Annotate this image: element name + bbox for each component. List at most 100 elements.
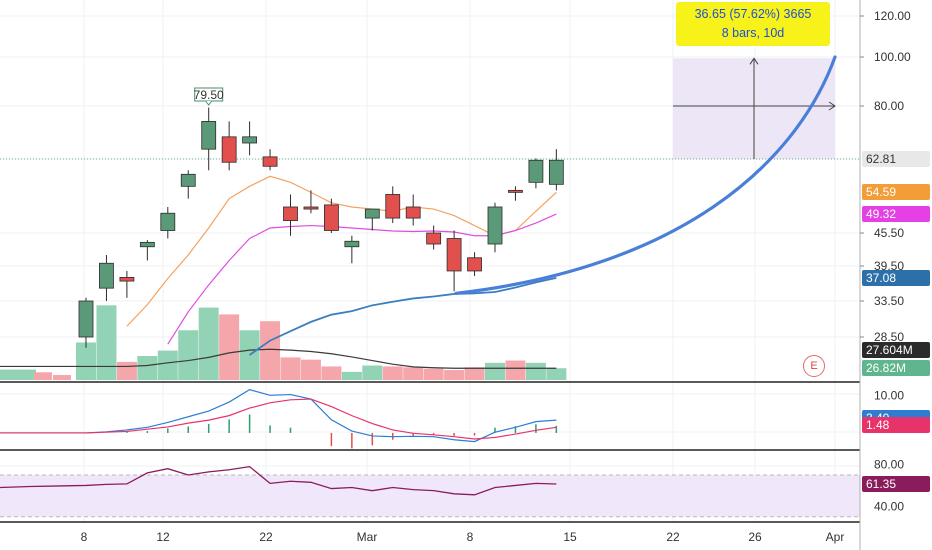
candle-body	[303, 206, 319, 210]
volume-bar	[423, 368, 444, 380]
candle-body	[344, 240, 360, 248]
candle-body	[180, 173, 196, 187]
price-candles	[78, 107, 564, 348]
projection-tool[interactable]	[454, 55, 837, 295]
candle-body	[201, 121, 217, 150]
volume-bar	[505, 360, 526, 380]
volume-bar	[362, 365, 383, 380]
candle-body	[160, 212, 176, 231]
volume-bar	[137, 356, 158, 380]
volume-bar	[260, 321, 281, 380]
price-tag-box	[862, 476, 930, 493]
earnings-event-badge[interactable]: E	[803, 355, 825, 377]
candle-body	[242, 136, 258, 144]
high-label-text: 79.50	[194, 88, 224, 102]
candle-body	[467, 257, 482, 272]
volume-bar	[0, 369, 36, 380]
volume-bar	[53, 375, 71, 380]
candle-body	[262, 156, 278, 167]
price-tick-label: 45.50	[874, 226, 904, 240]
price-tick-label: 28.50	[874, 330, 904, 344]
price-tag-box	[862, 184, 930, 200]
ma-orange-line	[126, 175, 557, 327]
time-tick-label: 8	[467, 530, 474, 544]
price-tags: 62.8154.5949.3237.0827.604M26.82M3.401.4…	[862, 151, 930, 493]
time-tick-label: Apr	[826, 530, 845, 544]
price-tag-label: 27.604M	[866, 343, 913, 357]
price-tick-label: 39.50	[874, 259, 904, 273]
price-tag-label: 54.59	[866, 185, 896, 199]
candle-body	[508, 189, 523, 193]
candle-body	[528, 159, 544, 183]
candle-body	[78, 300, 94, 338]
rsi-line	[0, 465, 557, 496]
price-tag-box	[862, 360, 930, 376]
price-tick-label: 100.00	[874, 50, 911, 64]
time-tick-label: 22	[666, 530, 680, 544]
volume-bar	[403, 367, 424, 380]
time-tick-label: 8	[81, 530, 88, 544]
macd-signal-line	[0, 398, 557, 440]
volume-bar	[239, 330, 260, 380]
volume-bar	[178, 330, 199, 380]
volume-bar	[525, 362, 546, 380]
time-tick-label: 22	[259, 530, 273, 544]
volume-bar	[321, 366, 342, 380]
candle-body	[385, 194, 401, 219]
candle-body	[405, 206, 421, 219]
volume-bar	[198, 307, 219, 380]
price-tick-label: 120.00	[874, 9, 911, 23]
volume-bar	[76, 342, 96, 380]
time-axis[interactable]: 8 12 22 Mar 8 15 22 26 Apr	[81, 530, 845, 544]
candle-body	[548, 159, 564, 185]
volume-bar	[157, 350, 178, 380]
macd-panel	[0, 388, 558, 449]
candle-body	[283, 206, 298, 221]
measure-line-1: 36.65 (57.62%) 3665	[694, 7, 812, 21]
price-tag-box	[862, 206, 930, 222]
candle-body	[323, 204, 339, 231]
rsi-band	[0, 474, 860, 517]
volume-ma-line	[0, 348, 557, 369]
candle-body	[446, 238, 462, 272]
high-label-pointer	[205, 100, 213, 106]
macd-line	[0, 388, 557, 443]
volume-bar	[485, 362, 505, 380]
price-tag-box	[862, 270, 930, 286]
measure-tooltip: 36.65 (57.62%) 3665 8 bars, 10d	[676, 2, 830, 46]
volume-bar	[382, 366, 403, 380]
price-tick-label: 33.50	[874, 294, 904, 308]
panel-separators	[0, 0, 861, 550]
macd-tick-label: 10.00	[874, 388, 904, 402]
price-tag-box	[862, 151, 930, 167]
candle-body	[99, 262, 114, 289]
volume-bar	[96, 305, 117, 380]
volume-bar	[116, 361, 137, 380]
price-tag-label: 26.82M	[866, 361, 906, 375]
price-tag-box	[862, 342, 930, 358]
price-axis[interactable]: 120.00 100.00 80.00 45.50 39.50 33.50 28.50 10.…	[860, 9, 911, 513]
price-tag-label: 1.48	[866, 418, 890, 432]
ma-blue-line	[249, 277, 557, 356]
volume-bar	[280, 357, 301, 380]
price-tag-label: 61.35	[866, 477, 896, 491]
price-tag-label: 62.81	[866, 152, 896, 166]
candle-body	[364, 208, 380, 219]
volume-bar	[464, 367, 485, 380]
high-label: 79.50	[194, 87, 224, 106]
candle-body	[221, 136, 237, 163]
time-tick-label: 12	[156, 530, 170, 544]
volume-bar	[300, 359, 321, 380]
volume-bar	[34, 372, 52, 380]
candle-body	[487, 206, 503, 245]
price-tag-label: 37.08	[866, 271, 896, 285]
candle-body	[139, 241, 155, 248]
measure-arrow-right	[828, 101, 836, 111]
rsi-tick-label: 80.00	[874, 458, 904, 472]
price-tag-label: 49.32	[866, 207, 896, 221]
projection-arc[interactable]	[454, 55, 837, 295]
volume-bar	[444, 370, 465, 380]
rsi-panel	[0, 465, 860, 518]
rsi-tick-label: 40.00	[874, 499, 904, 513]
